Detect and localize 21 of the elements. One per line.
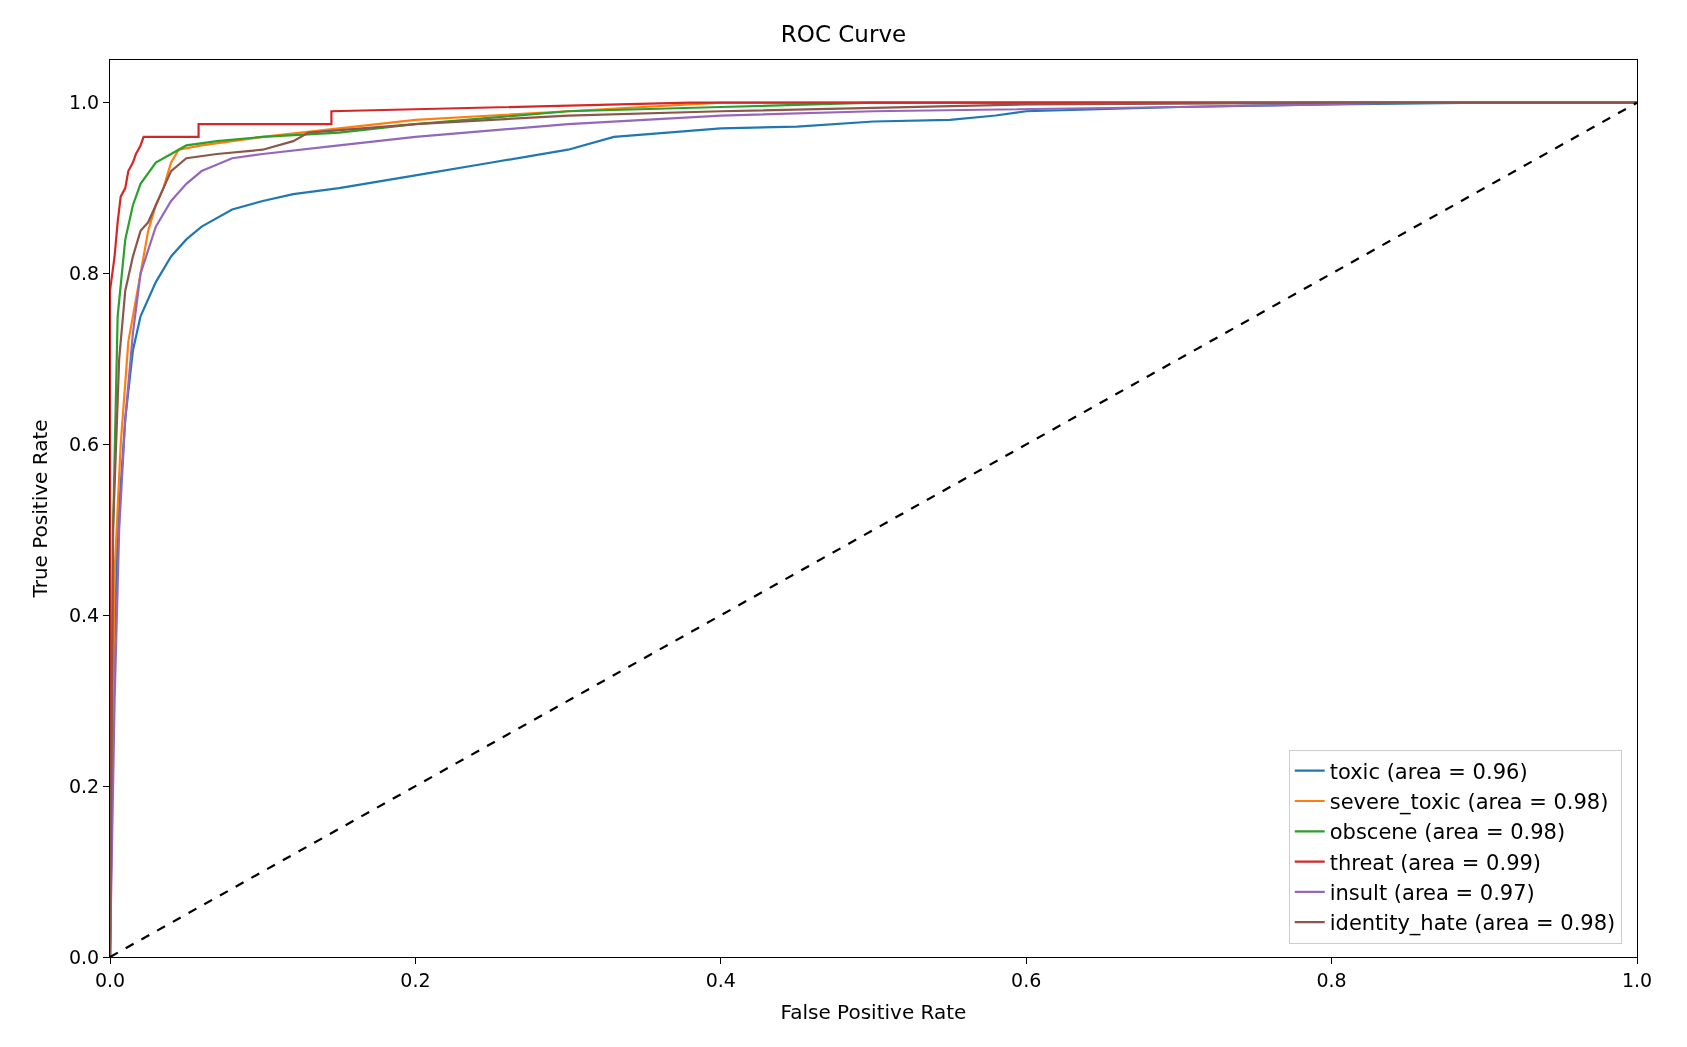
y-tick-label: 0.0	[68, 945, 100, 968]
x-tick-label: 0.4	[705, 968, 736, 991]
legend-label: threat (area = 0.99)	[1329, 850, 1542, 875]
y-tick-label: 1.0	[68, 91, 100, 114]
chart-title: ROC Curve	[780, 21, 907, 48]
legend-label: severe_toxic (area = 0.98)	[1329, 790, 1609, 816]
y-tick-label: 0.6	[68, 433, 100, 456]
legend-label: insult (area = 0.97)	[1329, 881, 1535, 906]
y-tick-label: 0.8	[68, 262, 100, 285]
y-tick-label: 0.2	[68, 774, 100, 797]
legend-label: obscene (area = 0.98)	[1329, 820, 1566, 845]
x-tick-label: 0.2	[400, 968, 431, 991]
x-tick-label: 0.8	[1316, 968, 1347, 991]
y-tick-label: 0.4	[68, 603, 100, 626]
legend-label: toxic (area = 0.96)	[1329, 759, 1528, 784]
x-tick-label: 0.0	[94, 968, 126, 991]
y-axis-title: True Positive Rate	[28, 419, 53, 599]
x-axis-title: False Positive Rate	[780, 1000, 967, 1025]
x-tick-label: 0.6	[1011, 968, 1042, 991]
legend-label: identity_hate (area = 0.98)	[1329, 911, 1616, 937]
x-tick-label: 1.0	[1621, 968, 1653, 991]
